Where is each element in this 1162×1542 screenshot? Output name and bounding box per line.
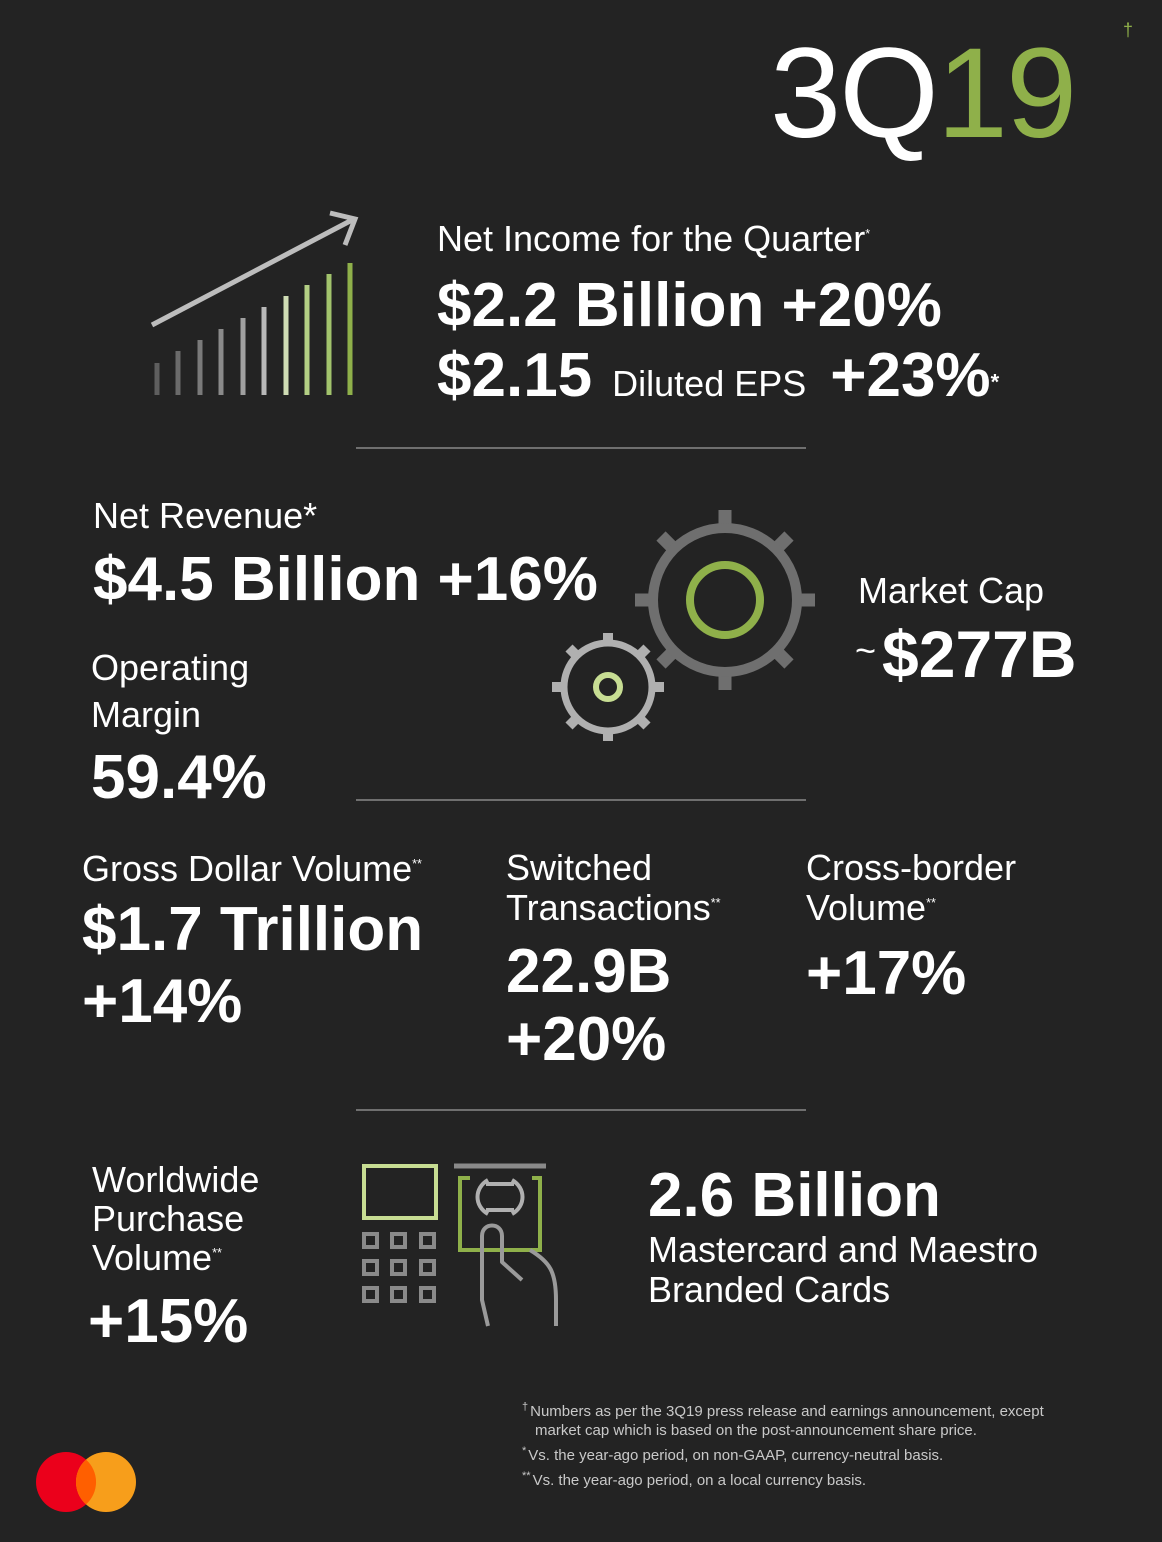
footnote-single-star: * Vs. the year-ago period, on non-GAAP, c… xyxy=(522,1445,944,1464)
eps-row: $2.15 Diluted EPS +23%* xyxy=(437,340,999,411)
title-prefix: 3Q xyxy=(770,22,939,165)
market-cap-value: ~$277B xyxy=(855,617,1077,691)
gdv-value: $1.7 Trillion xyxy=(82,895,424,964)
market-cap-label: Market Cap xyxy=(858,570,1045,611)
cards-label: Mastercard and Maestro Branded Cards xyxy=(648,1229,1039,1310)
divider xyxy=(356,799,806,801)
switched-transactions-value: 22.9B xyxy=(506,937,672,1006)
gears-icon xyxy=(552,510,815,741)
title-dagger: † xyxy=(1123,20,1134,40)
cards-value: 2.6 Billion xyxy=(648,1161,941,1230)
footnote-double-star: ** Vs. the year-ago period, on a local cu… xyxy=(522,1470,867,1489)
wpv-change: +15% xyxy=(88,1287,249,1356)
net-income-value: $2.2 Billion +20% xyxy=(437,271,942,340)
operating-margin-label: Operating Margin xyxy=(91,647,250,735)
eps-value: $2.15 xyxy=(437,341,593,410)
cross-border-change: +17% xyxy=(806,939,967,1008)
growth-chart-icon xyxy=(150,210,359,395)
switched-transactions-label: Switched Transactions** xyxy=(506,847,721,928)
mastercard-logo-icon xyxy=(36,1452,136,1512)
wpv-label: Worldwide Purchase Volume** xyxy=(92,1159,260,1278)
title-suffix: 19 xyxy=(936,22,1077,165)
eps-mark: * xyxy=(990,369,1000,395)
net-revenue-value: $4.5 Billion +16% xyxy=(93,545,598,614)
net-income-label: Net Income for the Quarter* xyxy=(437,218,871,259)
switched-transactions-change: +20% xyxy=(506,1005,667,1074)
net-revenue-label: Net Revenue* xyxy=(93,495,318,536)
eps-label: Diluted EPS xyxy=(612,363,807,404)
operating-margin-value: 59.4% xyxy=(91,743,267,812)
page-title: 3Q19 xyxy=(770,30,1077,158)
gdv-change: +14% xyxy=(82,967,243,1036)
divider xyxy=(356,447,806,449)
footnote-dagger: † Numbers as per the 3Q19 press release a… xyxy=(522,1401,1044,1439)
divider xyxy=(356,1109,806,1111)
cross-border-label: Cross-border Volume** xyxy=(806,847,1017,928)
eps-change: +23% xyxy=(830,341,991,410)
atm-card-icon xyxy=(362,1163,558,1327)
gdv-label: Gross Dollar Volume** xyxy=(82,848,422,889)
